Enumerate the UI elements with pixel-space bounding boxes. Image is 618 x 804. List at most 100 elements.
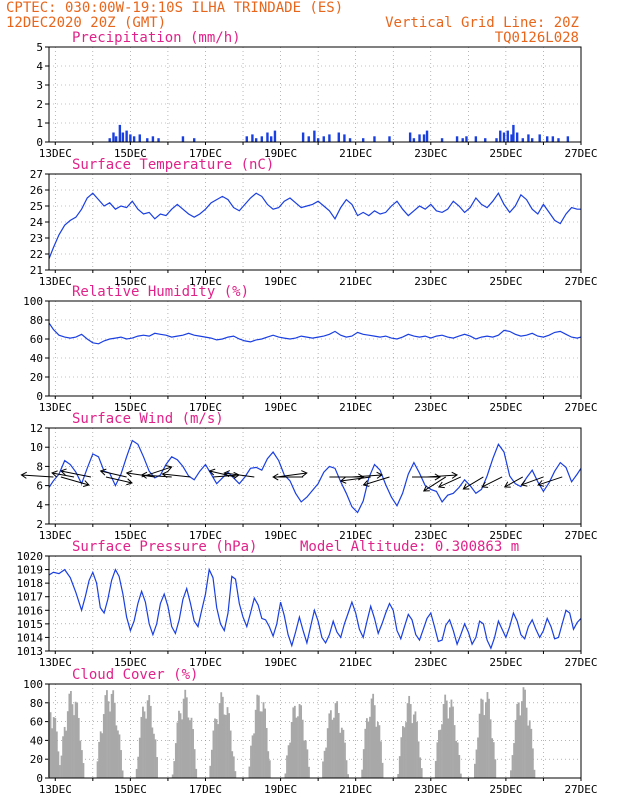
cloud-cover-bar xyxy=(488,698,490,778)
cloud-cover-bar xyxy=(416,722,418,778)
wind-arrowhead xyxy=(362,480,370,487)
cloud-cover-bar xyxy=(259,711,262,778)
cloud-cover-bar xyxy=(60,755,63,778)
panel-frame xyxy=(48,300,582,397)
cloud-cover-bar xyxy=(143,711,146,778)
series-line xyxy=(48,192,581,260)
panel-frame xyxy=(48,46,582,143)
cloud-cover-bar xyxy=(106,690,108,778)
cloud-cover-bar xyxy=(65,730,68,778)
cloud-cover-bar xyxy=(459,773,462,778)
cloud-cover-bar xyxy=(308,766,310,778)
y-tick-label: 2 xyxy=(36,98,43,111)
wind-vector xyxy=(212,474,240,478)
x-date-label: 27DEC xyxy=(564,529,597,542)
cloud-cover-bar xyxy=(406,703,409,778)
wind-arrowhead xyxy=(59,468,67,476)
x-date-label: 15DEC xyxy=(114,401,147,414)
cloud-cover-bar xyxy=(491,738,494,778)
x-date-label: 15DEC xyxy=(114,275,147,288)
cloud-cover-bar xyxy=(121,770,124,778)
y-tick-label: 60 xyxy=(30,716,43,729)
cloud-cover-bar xyxy=(531,748,534,778)
wind-arrowhead xyxy=(434,473,441,481)
cloud-cover-bar xyxy=(79,740,82,778)
precipitation-bar xyxy=(316,138,320,142)
x-date-label: 19DEC xyxy=(264,656,297,669)
cloud-cover-bar xyxy=(251,735,254,778)
cloud-cover-bar xyxy=(445,700,448,778)
cloud-cover-bar xyxy=(458,754,461,778)
precipitation-bar xyxy=(499,130,502,142)
wind-vector xyxy=(463,476,484,490)
cloud-cover-bar xyxy=(138,737,141,778)
cloud-cover-bar xyxy=(214,718,216,778)
precipitation-bar xyxy=(465,136,468,142)
precipitation-bar xyxy=(125,130,128,142)
cloud-cover-bar xyxy=(179,713,182,778)
y-tick-label: 1019 xyxy=(17,564,44,577)
cloud-cover-bar xyxy=(145,718,147,778)
cloud-cover-bar xyxy=(514,719,517,778)
y-tick-label: 1017 xyxy=(17,591,44,604)
cloud-cover-bar xyxy=(322,761,324,778)
x-date-label: 19DEC xyxy=(264,147,297,160)
header-line2-right: TQ0126L028 xyxy=(495,30,579,46)
cloud-cover-bar xyxy=(153,733,155,778)
x-date-label: 21DEC xyxy=(339,783,372,796)
x-date-label: 25DEC xyxy=(489,401,522,414)
cloud-cover-bar xyxy=(484,702,487,778)
cloud-cover-bar xyxy=(397,774,400,778)
x-date-label: 15DEC xyxy=(114,656,147,669)
cloud-cover-bar xyxy=(254,709,257,778)
precipitation-bar xyxy=(566,136,570,142)
x-date-label: 13DEC xyxy=(39,147,72,160)
y-tick-label: 4 xyxy=(36,499,43,512)
wind-arrowhead xyxy=(82,480,90,488)
cloud-cover-bar xyxy=(521,701,523,778)
cloud-cover-bar xyxy=(380,741,382,778)
wind-vector xyxy=(340,476,371,482)
series-line xyxy=(48,439,582,514)
cloud-cover-bar xyxy=(99,731,102,778)
cloud-cover-bar xyxy=(268,760,271,778)
series-line xyxy=(48,567,582,650)
cloud-cover-bar xyxy=(300,705,303,778)
precipitation-bar xyxy=(425,130,429,142)
y-tick-label: 40 xyxy=(30,352,43,365)
cloud-cover-bar xyxy=(301,719,304,778)
cloud-cover-bar xyxy=(149,705,152,778)
cloud-cover-bar xyxy=(113,702,116,778)
y-tick-label: 80 xyxy=(30,314,43,327)
cloud-cover-bar xyxy=(403,727,406,778)
cloud-cover-bar xyxy=(221,696,224,778)
y-tick-label: 1016 xyxy=(17,604,44,617)
cloud-cover-bar xyxy=(265,727,268,778)
cloud-cover-bar xyxy=(82,763,85,778)
precipitation-bar xyxy=(260,136,264,142)
x-date-label: 27DEC xyxy=(564,147,597,160)
wind-vector xyxy=(521,476,544,486)
cloud-cover-bar xyxy=(137,756,140,778)
wind-vector xyxy=(105,476,133,484)
cloud-cover-bar xyxy=(107,701,110,778)
cloud-cover-bar xyxy=(151,727,154,778)
precipitation-bar xyxy=(114,136,118,142)
precipitation-bar xyxy=(412,138,416,142)
cloud-cover-bar xyxy=(337,712,340,778)
panel-0: 0 1 2 3 4 5 Precipitation (mm/h) 13DEC 15DEC 17DE… xyxy=(36,30,597,160)
cloud-cover-bar xyxy=(373,705,376,778)
cloud-cover-bar xyxy=(63,726,66,778)
wind-vector xyxy=(224,472,255,478)
cloud-cover-bar xyxy=(178,710,180,778)
precipitation-bar xyxy=(328,134,331,142)
cloud-cover-bar xyxy=(533,769,536,778)
cloud-cover-bar xyxy=(480,698,483,778)
cloud-cover-bar xyxy=(80,750,83,778)
x-date-label: 27DEC xyxy=(564,401,597,414)
x-date-label: 27DEC xyxy=(564,783,597,796)
cloud-cover-bar xyxy=(209,765,212,778)
cloud-cover-bar xyxy=(212,730,215,778)
x-date-label: 19DEC xyxy=(264,783,297,796)
y-tick-label: 1018 xyxy=(17,577,44,590)
